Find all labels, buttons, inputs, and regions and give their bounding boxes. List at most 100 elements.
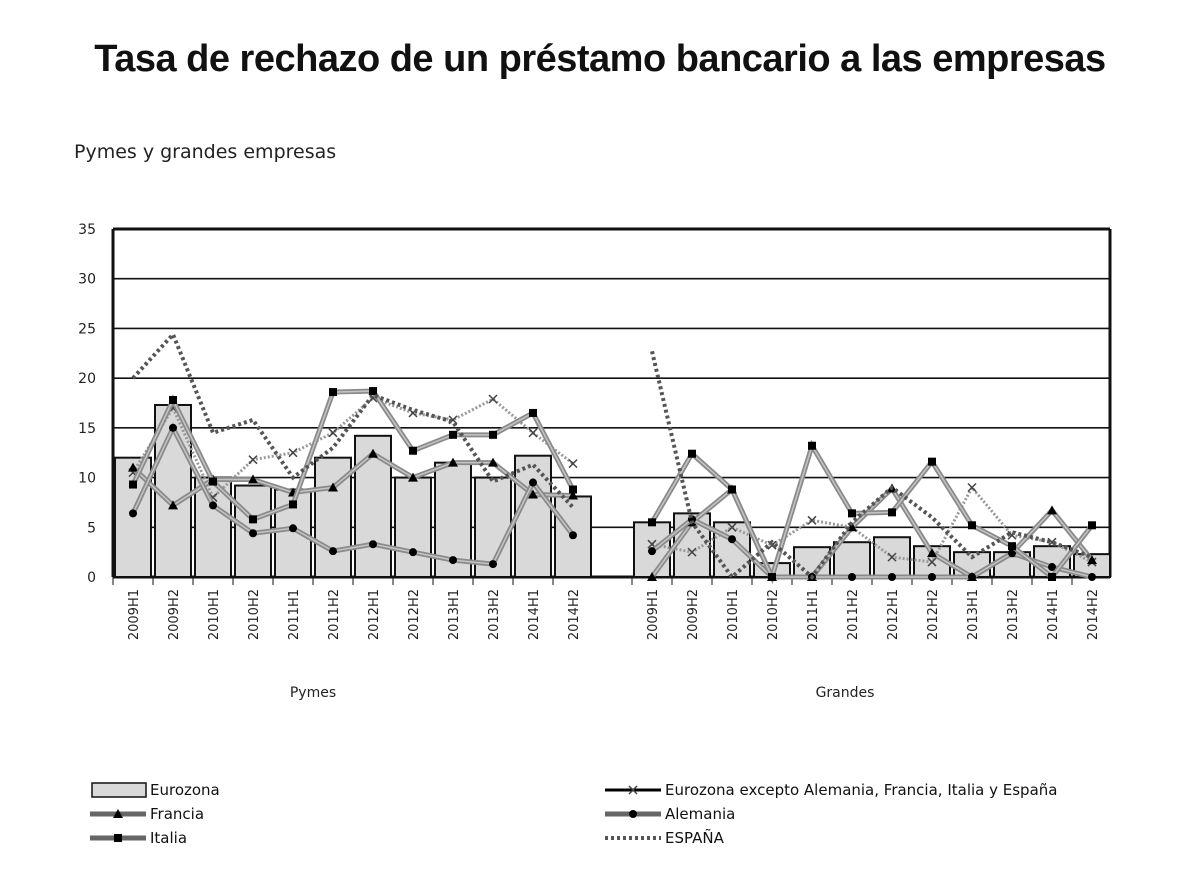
line-francia-highlight xyxy=(132,452,574,507)
point-italia-2010H2 xyxy=(768,573,776,581)
group-label-pymes: Pymes xyxy=(290,685,336,701)
line-italia-highlight xyxy=(651,443,1093,580)
point-italia-2013H1 xyxy=(968,521,976,530)
x-tick-label: 2010H2 xyxy=(766,589,781,640)
y-tick-label: 25 xyxy=(78,321,96,337)
point-eurozona-2014H1 xyxy=(528,428,538,438)
x-tick-label: 2009H2 xyxy=(167,589,182,640)
point-italia-2014H1 xyxy=(529,408,537,417)
point-eurozona-2011H2 xyxy=(328,428,338,438)
point-francia-2009H1 xyxy=(647,572,657,581)
point-alemania-2013H1 xyxy=(449,556,457,565)
point-italia-2014H1 xyxy=(1048,573,1056,581)
legend-marker-eurozona xyxy=(628,785,638,795)
point-eurozona-2009H2 xyxy=(687,547,697,557)
point-italia-2009H1 xyxy=(129,480,137,489)
point-alemania-2012H1 xyxy=(888,573,896,581)
point-alemania-2011H2 xyxy=(848,573,856,581)
point-italia-2012H1 xyxy=(888,508,896,517)
x-tick-label: 2014H2 xyxy=(1086,589,1101,640)
point-alemania-2010H1 xyxy=(209,501,217,510)
x-tick-label: 2013H1 xyxy=(447,589,462,640)
y-tick-label: 10 xyxy=(78,471,96,487)
point-italia-2011H1 xyxy=(289,500,297,509)
line-alemania-highlight xyxy=(132,426,574,565)
line-alemania-highlight xyxy=(651,518,1093,578)
point-francia-2014H2 xyxy=(1087,555,1097,565)
y-tick-label: 15 xyxy=(78,421,96,437)
point-francia-2014H2 xyxy=(568,490,578,500)
point-italia-2010H2 xyxy=(249,515,257,524)
x-tick-label: 2009H1 xyxy=(127,589,142,640)
point-italia-2013H1 xyxy=(449,430,457,439)
point-italia-2010H1 xyxy=(209,477,217,486)
point-francia-2009H1 xyxy=(128,462,138,472)
y-tick-label: 5 xyxy=(87,520,96,536)
x-tick-label: 2013H2 xyxy=(1006,589,1021,640)
y-tick-label: 0 xyxy=(87,570,96,586)
point-italia-2009H2 xyxy=(169,396,177,405)
legend-label-alemania: Alemania xyxy=(665,805,735,823)
point-alemania-2014H2 xyxy=(1088,573,1096,581)
point-italia-2009H2 xyxy=(688,449,696,458)
point-alemania-2010H1 xyxy=(728,535,736,544)
y-tick-label: 35 xyxy=(78,222,96,238)
line-eurozona xyxy=(651,484,1093,564)
x-tick-label: 2014H2 xyxy=(567,589,582,640)
point-alemania-2012H2 xyxy=(928,573,936,581)
x-tick-label: 2010H1 xyxy=(726,589,741,640)
x-tick-label: 2011H2 xyxy=(327,589,342,640)
point-alemania-2009H2 xyxy=(169,423,177,432)
line-francia-highlight xyxy=(651,487,1093,578)
point-alemania-2009H1 xyxy=(648,547,656,556)
bar-pymes-2012H2 xyxy=(394,476,432,579)
group-label-grandes: Grandes xyxy=(816,685,875,701)
legend-label-españa: ESPAÑA xyxy=(665,828,725,847)
x-tick-label: 2009H1 xyxy=(646,589,661,640)
point-francia-2014H1 xyxy=(528,489,538,499)
point-alemania-2014H2 xyxy=(569,531,577,540)
point-alemania-2011H2 xyxy=(329,547,337,556)
x-tick-label: 2009H2 xyxy=(686,589,701,640)
point-francia-2011H2 xyxy=(328,482,338,492)
point-italia-2011H2 xyxy=(329,388,337,397)
point-francia-2012H1 xyxy=(368,448,378,458)
x-tick-label: 2011H2 xyxy=(846,589,861,640)
point-alemania-2011H1 xyxy=(289,524,297,533)
point-italia-2009H1 xyxy=(648,518,656,527)
x-tick-label: 2011H1 xyxy=(287,589,302,640)
point-italia-2013H2 xyxy=(489,430,497,439)
x-tick-label: 2014H1 xyxy=(527,589,542,640)
bar-pymes-2014H1 xyxy=(514,454,552,578)
point-eurozona-2011H1 xyxy=(807,515,817,525)
point-eurozona-2013H1 xyxy=(967,482,977,493)
point-francia-2012H2 xyxy=(927,548,937,558)
point-alemania-2014H1 xyxy=(1048,563,1056,572)
point-eurozona-2012H2 xyxy=(927,557,937,567)
y-tick-label: 30 xyxy=(78,272,96,288)
point-francia-2013H2 xyxy=(488,457,498,467)
point-alemania-2013H2 xyxy=(489,560,497,569)
point-alemania-2009H1 xyxy=(129,509,137,518)
legend-label-eurozona: Eurozona xyxy=(150,781,220,799)
point-francia-2013H1 xyxy=(448,457,458,467)
bar-grandes-2011H2 xyxy=(833,541,871,579)
point-alemania-2012H2 xyxy=(409,548,417,557)
point-eurozona-2012H1 xyxy=(887,552,897,562)
line-españa xyxy=(131,330,575,509)
point-italia-2012H2 xyxy=(928,457,936,466)
point-francia-2014H1 xyxy=(1047,505,1057,515)
line-italia-highlight xyxy=(132,390,574,521)
x-tick-label: 2014H1 xyxy=(1046,589,1061,640)
point-francia-2009H2 xyxy=(168,500,178,510)
point-alemania-2013H2 xyxy=(1008,549,1016,558)
point-francia-2010H2 xyxy=(248,474,258,484)
point-italia-2013H2 xyxy=(1008,542,1016,551)
legend-marker-francia xyxy=(113,809,123,818)
x-tick-label: 2010H2 xyxy=(247,589,262,640)
point-alemania-2010H2 xyxy=(249,529,257,538)
x-tick-label: 2011H1 xyxy=(806,589,821,640)
legend-label-eurozona: Eurozona excepto Alemania, Francia, Ital… xyxy=(665,781,1057,799)
x-tick-label: 2012H1 xyxy=(367,589,382,640)
